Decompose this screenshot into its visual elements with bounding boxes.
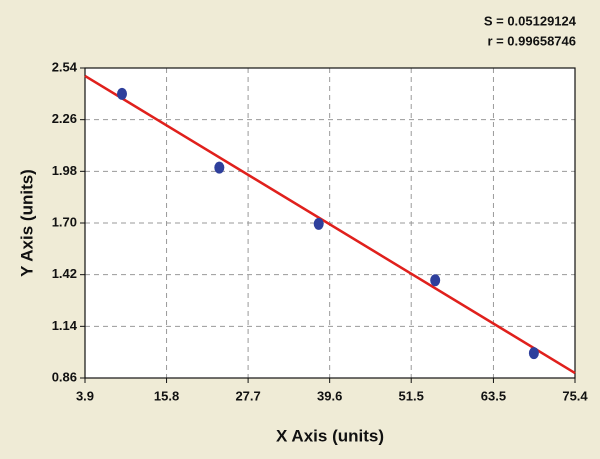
x-tick-label: 63.5 xyxy=(481,388,506,403)
data-point xyxy=(528,347,539,360)
data-point xyxy=(117,87,128,100)
x-axis-title: X Axis (units) xyxy=(276,426,384,445)
x-tick-label: 51.5 xyxy=(399,388,424,403)
x-tick-label: 15.8 xyxy=(154,388,179,403)
y-tick-label: 2.54 xyxy=(52,59,78,74)
annotation: r = 0.99658746 xyxy=(487,33,576,48)
y-tick-label: 1.42 xyxy=(52,266,77,281)
y-tick-label: 2.26 xyxy=(52,111,77,126)
x-tick-label: 75.4 xyxy=(562,388,588,403)
y-axis-title: Y Axis (units) xyxy=(17,169,36,277)
data-point xyxy=(214,161,225,174)
y-tick-label: 1.98 xyxy=(52,163,77,178)
y-tick-label: 1.14 xyxy=(52,318,78,333)
plot-frame xyxy=(84,67,576,379)
data-point xyxy=(430,274,441,287)
x-tick-label: 39.6 xyxy=(317,388,342,403)
fit-line xyxy=(84,74,576,375)
x-tick-label: 3.9 xyxy=(76,388,94,403)
y-tick-label: 1.70 xyxy=(52,214,77,229)
annotation: S = 0.05129124 xyxy=(484,13,577,28)
y-tick-label: 0.86 xyxy=(52,369,77,384)
data-point xyxy=(313,217,324,230)
x-tick-label: 27.7 xyxy=(235,388,260,403)
